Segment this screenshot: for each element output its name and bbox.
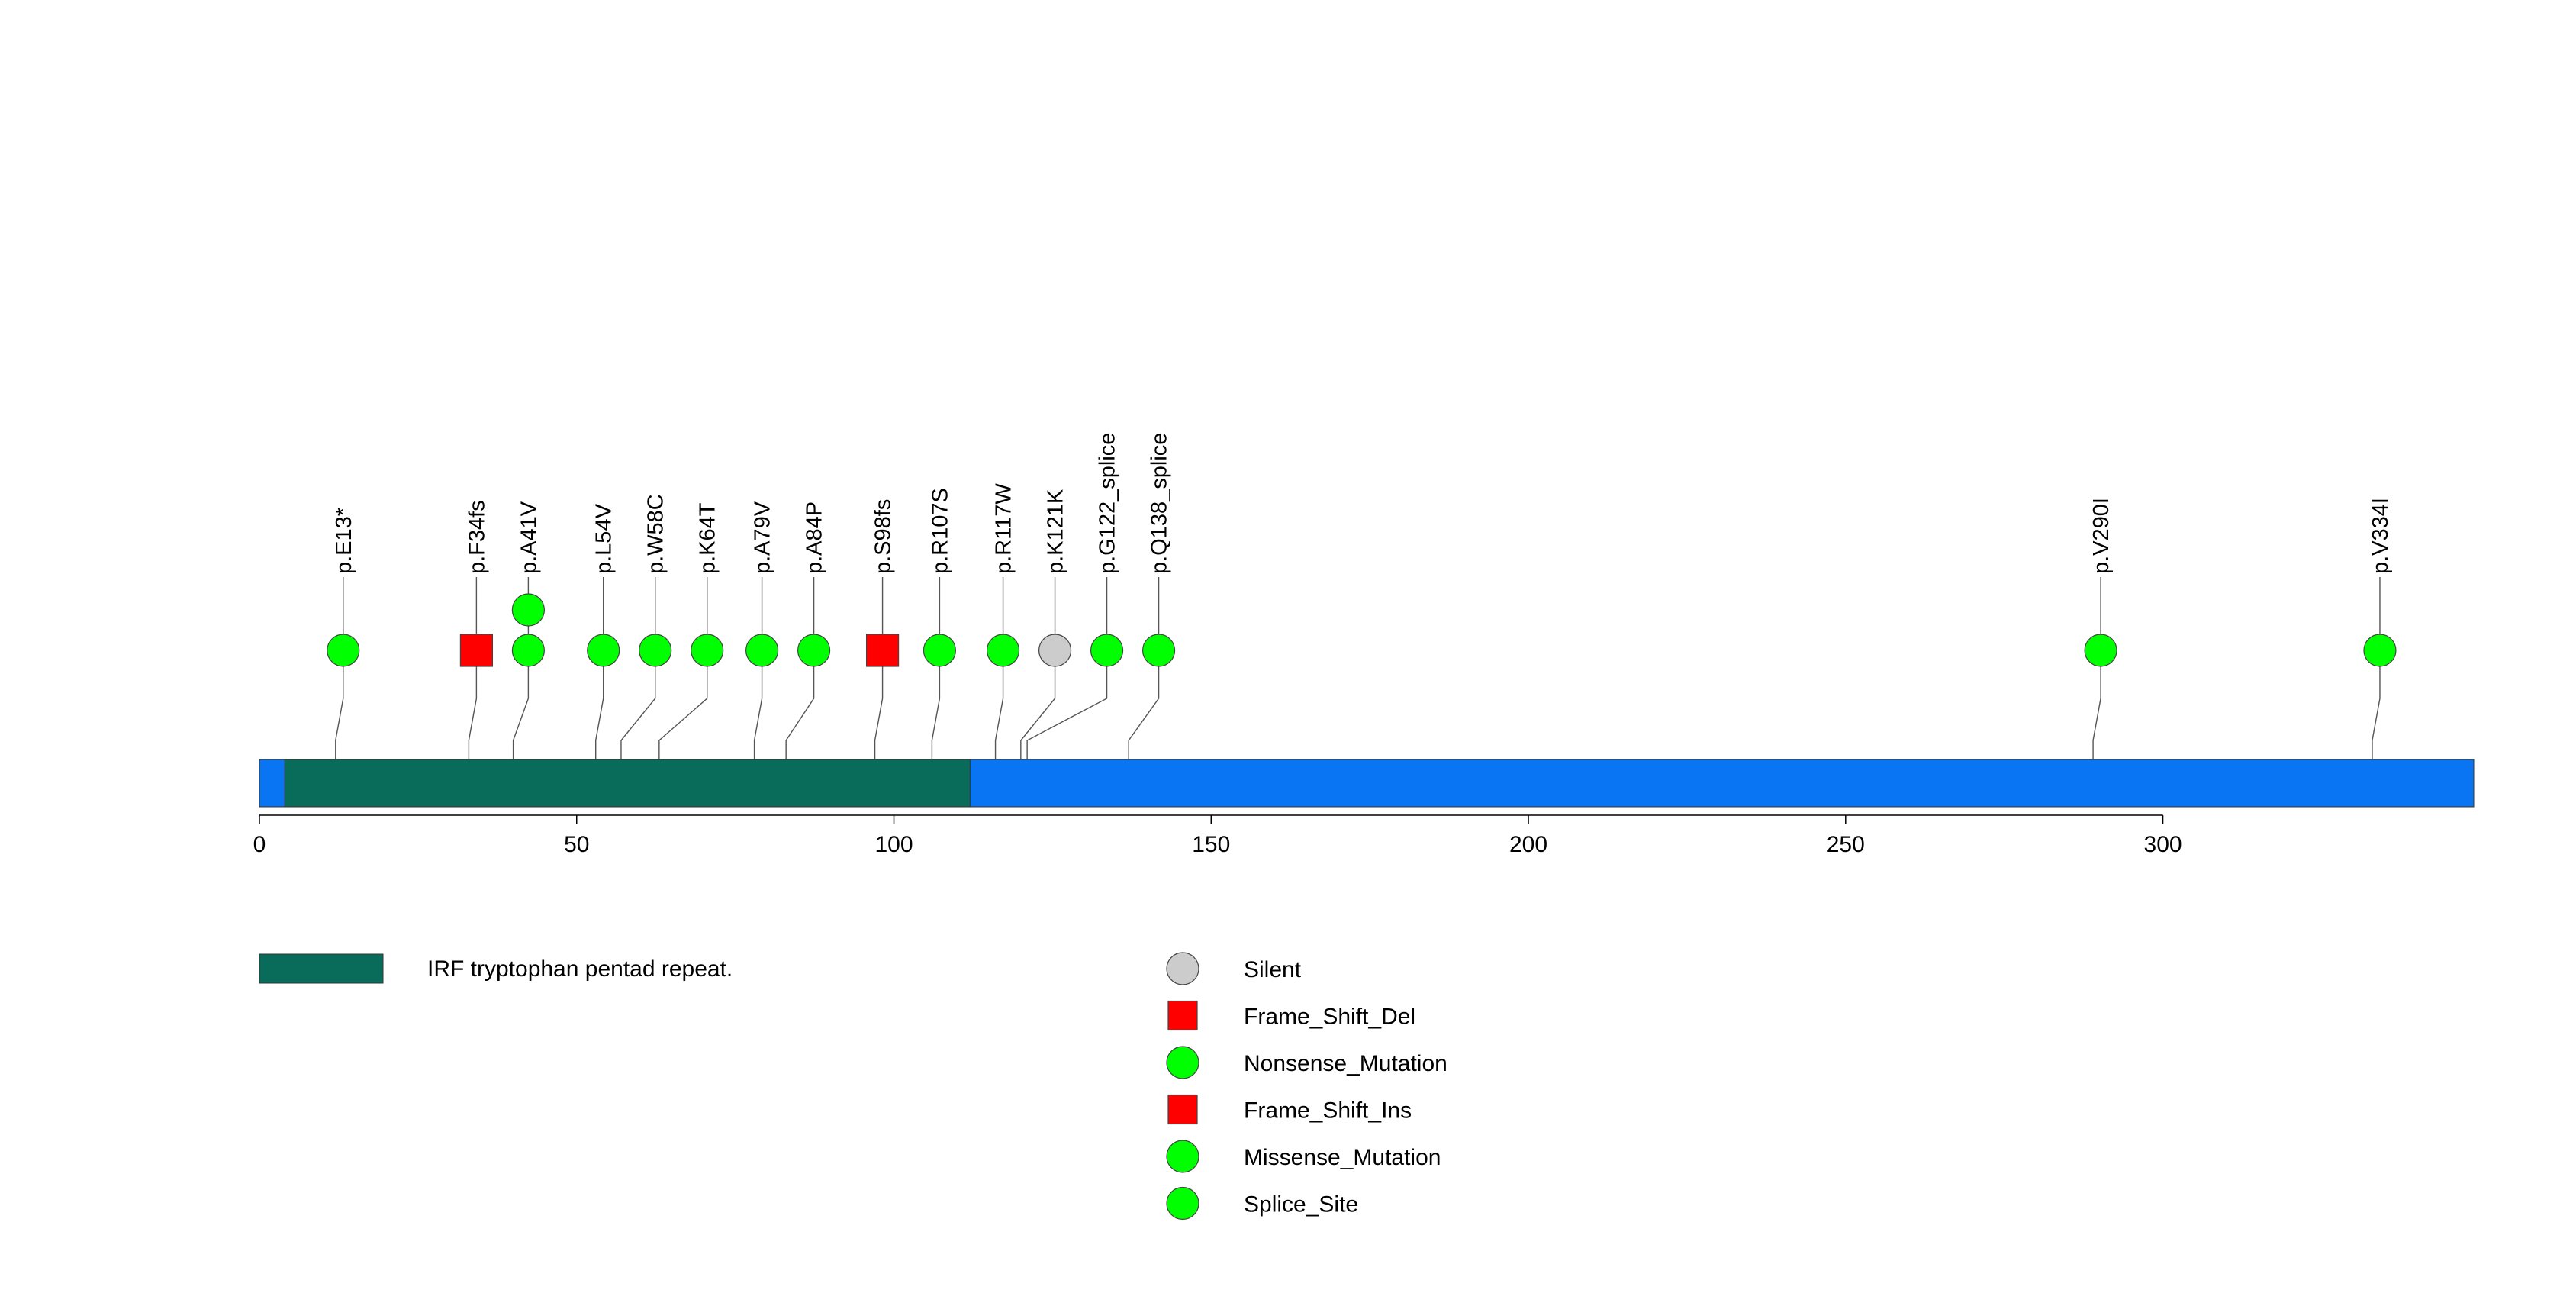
mutation-marker-circle <box>511 634 546 667</box>
mutation-labels: p.E13* p.F34fs p.A41V p.L54V p.W58C p.K64T p.A… <box>332 433 2393 574</box>
legend-label: Missense_Mutation <box>1244 1145 1441 1170</box>
mutation-marker-circle <box>797 634 831 667</box>
mutation-label: p.G122_splice <box>1096 433 1120 574</box>
mutation-label: p.K121K <box>1044 489 1068 574</box>
legend: IRF tryptophan pentad repeat. Silent Frame… <box>259 952 1447 1221</box>
legend-label: Splice_Site <box>1244 1192 1358 1217</box>
mutation-marker-circle <box>327 634 360 667</box>
mutation-label: p.V334I <box>2368 498 2393 574</box>
mutation-marker-circle <box>691 634 724 667</box>
mutation-marker-circle <box>1090 634 1124 667</box>
legend-marker-circle <box>1166 1186 1199 1221</box>
legend-label: Frame_Shift_Del <box>1244 1005 1415 1030</box>
x-tick-label: 100 <box>874 832 913 857</box>
mutation-marker-circle <box>2084 634 2117 667</box>
legend-marker-square <box>1167 1000 1198 1031</box>
mutation-marker-circle <box>1038 634 1072 667</box>
protein-backbone-group <box>259 759 2475 808</box>
domain-bar <box>284 759 971 808</box>
mutation-marker-square <box>865 634 900 667</box>
mutation-label: p.R107S <box>928 488 952 574</box>
mutation-label: p.F34fs <box>465 500 489 574</box>
mutation-marker-circle <box>1141 634 1176 667</box>
mutation-label: p.V290I <box>2089 498 2114 574</box>
mutation-label: p.W58C <box>644 494 668 574</box>
mutation-label: p.Q138_splice <box>1148 433 1172 574</box>
legend-label: Silent <box>1244 957 1302 982</box>
mutation-marker-circle <box>511 593 546 627</box>
legend-label: Frame_Shift_Ins <box>1244 1098 1412 1124</box>
legend-marker-circle <box>1166 1046 1199 1079</box>
mutation-marker-square <box>459 634 494 667</box>
legend-domain-label: IRF tryptophan pentad repeat. <box>427 956 733 982</box>
mutation-label: p.S98fs <box>871 499 896 574</box>
legend-label: Nonsense_Mutation <box>1244 1051 1447 1076</box>
mutation-label: p.L54V <box>592 503 617 574</box>
mutation-label: p.R117W <box>992 483 1016 574</box>
x-axis: 0 50 100 150 200 250 300 <box>253 814 2182 857</box>
x-tick-label: 250 <box>1827 832 1865 857</box>
legend-domain-swatch <box>259 953 384 984</box>
mutation-label: p.A84P <box>803 501 827 574</box>
mutation-label: p.K64T <box>696 502 720 574</box>
mutation-markers <box>327 593 2397 667</box>
x-tick-label: 150 <box>1192 832 1230 857</box>
mutation-marker-circle <box>639 634 672 667</box>
x-tick-label: 200 <box>1509 832 1547 857</box>
legend-marker-circle <box>1166 1140 1199 1173</box>
mutation-label: p.A79V <box>751 501 775 574</box>
legend-marker-circle <box>1166 952 1199 985</box>
mutation-marker-circle <box>587 634 620 667</box>
mutation-label: p.E13* <box>332 508 356 574</box>
mutation-marker-circle <box>745 634 779 667</box>
mutation-marker-circle <box>986 634 1020 667</box>
x-tick-label: 50 <box>564 832 589 857</box>
mutation-label: p.A41V <box>517 501 541 574</box>
x-tick-label: 300 <box>2144 832 2182 857</box>
legend-marker-square <box>1167 1094 1198 1125</box>
mutation-marker-circle <box>2363 634 2397 667</box>
x-tick-label: 0 <box>253 832 266 857</box>
mutation-marker-circle <box>923 634 957 667</box>
